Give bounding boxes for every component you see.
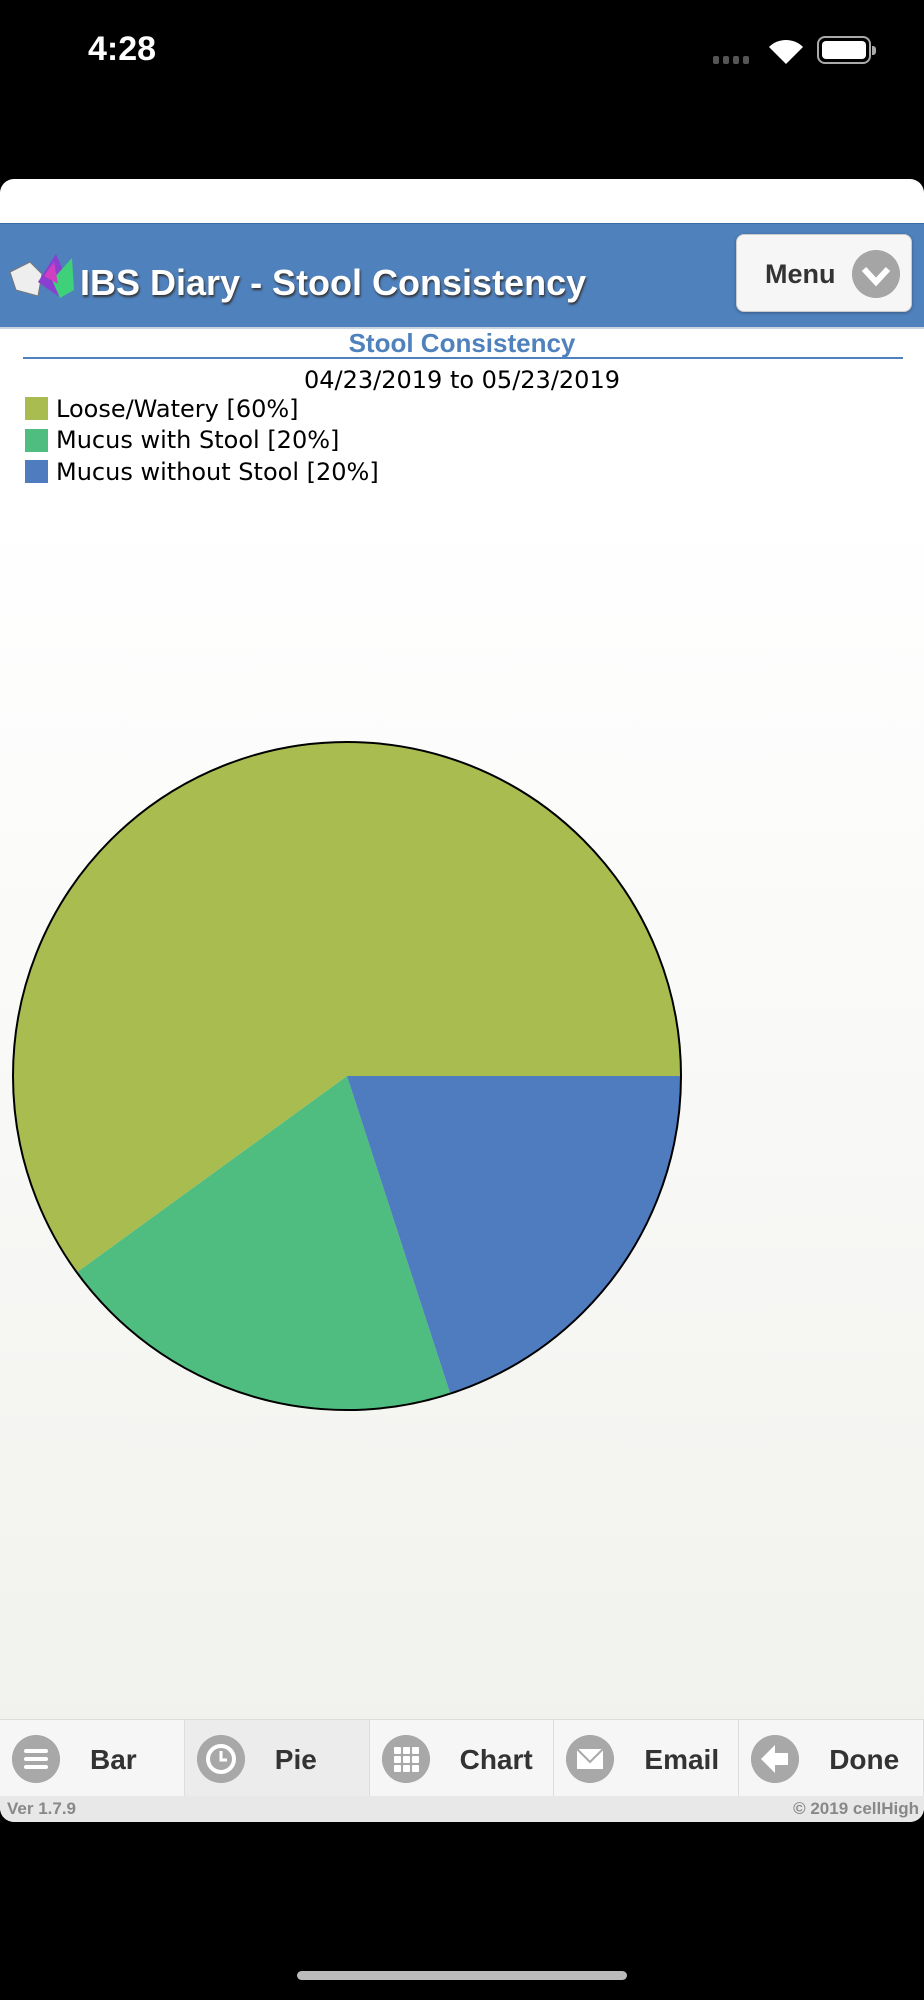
menu-button[interactable]: Menu [736,234,912,312]
butterfly-book-logo-icon [9,254,74,298]
title-divider [23,357,903,359]
legend-swatch [25,428,48,452]
chevron-down-icon [852,250,900,298]
page-title: IBS Diary - Stool Consistency [80,262,587,303]
pie-slice [13,742,681,1273]
chart-legend: Loose/Watery [60%] Mucus with Stool [20%… [25,393,379,488]
legend-label: Loose/Watery [60%] [56,394,299,423]
app-header: IBS Diary - Stool Consistency Menu [0,223,924,329]
envelope-icon [566,1735,615,1783]
legend-item: Mucus without Stool [20%] [25,456,379,488]
tab-label: Done [829,1744,900,1775]
bottom-tab-bar: Bar Pie Chart Email Done [0,1719,924,1796]
wifi-icon [769,39,803,64]
app-window: IBS Diary - Stool Consistency Menu Stool… [0,179,924,1822]
tab-label: Email [644,1744,720,1775]
tab-done[interactable]: Done [739,1720,924,1796]
tab-chart[interactable]: Chart [370,1720,555,1796]
clock-icon [196,1735,245,1783]
legend-item: Mucus with Stool [20%] [25,425,379,457]
status-bar: 4:28 [0,0,924,110]
pie-slice [347,1076,681,1394]
tab-label: Pie [274,1744,317,1775]
tab-label: Chart [459,1744,533,1775]
battery-icon [817,36,876,64]
tab-bar[interactable]: Bar [0,1720,185,1796]
pie-chart [12,741,682,1411]
pie-outline [12,741,682,1411]
tab-pie[interactable]: Pie [184,1720,370,1796]
footer: Ver 1.7.9 © 2019 cellHigh [0,1796,924,1822]
tab-label: Bar [90,1744,137,1775]
menu-label: Menu [765,259,836,289]
legend-swatch [25,460,48,484]
chart-title: Stool Consistency [348,328,576,358]
arrow-left-icon [751,1735,800,1783]
legend-swatch [25,397,48,421]
legend-label: Mucus without Stool [20%] [56,457,379,486]
legend-label: Mucus with Stool [20%] [56,426,340,455]
legend-item: Loose/Watery [60%] [25,393,379,425]
pie-slice [76,1076,451,1410]
list-icon [12,1735,60,1783]
copyright-text: © 2019 cellHigh [793,1799,919,1818]
tab-email[interactable]: Email [554,1720,740,1796]
version-text: Ver 1.7.9 [7,1799,77,1818]
chart-date-range: 04/23/2019 to 05/23/2019 [303,366,620,394]
home-indicator[interactable] [297,1971,627,1980]
grid-icon [381,1735,430,1783]
signal-icon [713,56,749,64]
status-time: 4:28 [88,30,157,68]
